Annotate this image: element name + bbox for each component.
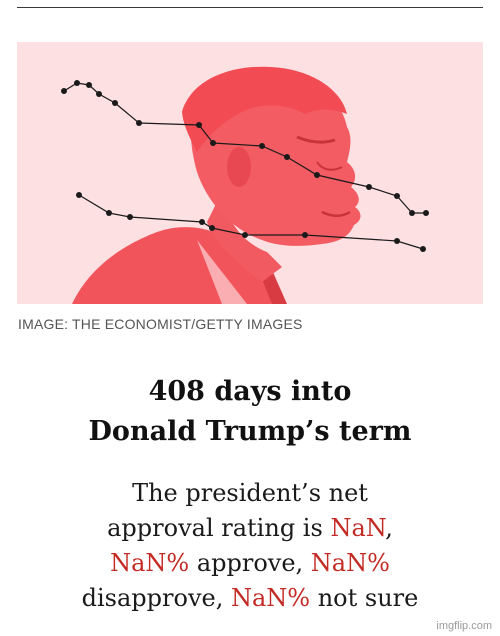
approval-summary: The president’s net approval rating is N… [0, 476, 500, 616]
summary-line-3: NaN% approve, NaN% [0, 546, 500, 581]
imgflip-watermark: imgflip.com [436, 620, 492, 632]
approve-label: approve, [189, 549, 311, 577]
disapprove-label: disapprove, [81, 584, 231, 612]
trump-profile-illustration [61, 66, 429, 304]
headline-line-2: Donald Trump’s term [88, 416, 412, 447]
not-sure-label: not sure [310, 584, 419, 612]
not-sure-value: NaN% [230, 584, 311, 612]
net-approval-label: approval rating is [107, 514, 331, 542]
headline: 408 days into Donald Trump’s term [0, 372, 500, 452]
hero-image [17, 42, 483, 304]
summary-line-1: The president’s net [132, 479, 368, 507]
top-divider [17, 7, 483, 8]
disapprove-value: NaN% [310, 549, 390, 577]
headline-line-1: 408 days into [148, 376, 352, 407]
net-approval-value: NaN [330, 514, 386, 542]
summary-line-4: disapprove, NaN% not sure [0, 581, 500, 616]
image-credit-caption: IMAGE: THE ECONOMIST/GETTY IMAGES [18, 316, 303, 332]
comma: , [385, 514, 393, 542]
summary-line-2: approval rating is NaN, [0, 511, 500, 546]
approve-value: NaN% [110, 549, 190, 577]
